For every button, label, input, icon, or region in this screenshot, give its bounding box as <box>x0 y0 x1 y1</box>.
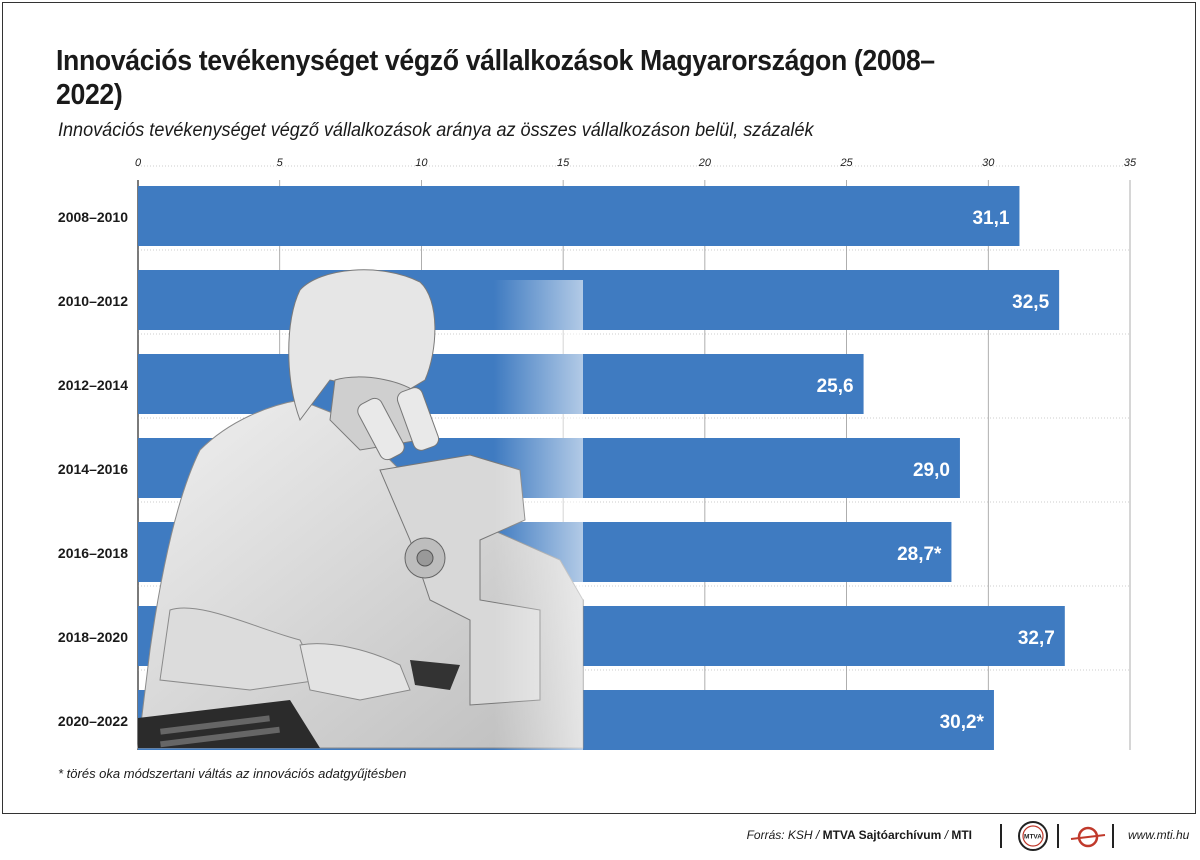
svg-text:MTVA: MTVA <box>1024 834 1042 841</box>
chart-frame <box>2 2 1196 814</box>
x-tick-label: 25 <box>839 157 853 169</box>
bar-value-label: 29,0 <box>913 460 950 481</box>
chart-subtitle: Innovációs tevékenységet végző vállalkoz… <box>58 120 814 141</box>
bar-value-label: 32,7 <box>1018 628 1055 649</box>
footer-divider <box>1057 824 1059 848</box>
mti-logo <box>1070 826 1106 848</box>
x-tick-label: 5 <box>277 157 284 169</box>
x-tick-label: 20 <box>698 157 712 169</box>
mtva-logo: MTVA <box>1018 821 1048 851</box>
category-label: 2016–2018 <box>58 545 128 561</box>
x-tick-label: 35 <box>1124 157 1137 169</box>
footer-divider <box>1112 824 1114 848</box>
bar-value-label: 30,2* <box>940 712 985 733</box>
category-label: 2010–2012 <box>58 293 128 309</box>
footnote: * törés oka módszertani váltás az innová… <box>58 766 407 781</box>
category-label: 2020–2022 <box>58 713 128 729</box>
category-label: 2012–2014 <box>58 377 128 393</box>
footer-divider <box>1000 824 1002 848</box>
source-mti: MTI <box>951 828 972 842</box>
footer: Forrás: KSH / MTVA Sajtóarchívum / MTI M… <box>0 818 1200 858</box>
website-url: www.mti.hu <box>1128 828 1190 842</box>
x-tick-label: 15 <box>557 157 570 169</box>
bar-value-label: 32,5 <box>1012 292 1049 313</box>
x-tick-label: 30 <box>982 157 995 169</box>
chart-title: Innovációs tevékenységet végző vállalkoz… <box>56 45 935 111</box>
bar <box>138 186 1020 246</box>
category-label: 2018–2020 <box>58 629 128 645</box>
source-archive: MTVA Sajtóarchívum <box>822 828 942 842</box>
bar-value-label: 25,6 <box>817 376 854 397</box>
source-separator: / <box>944 828 948 842</box>
bar-value-label: 31,1 <box>972 208 1009 229</box>
x-tick-label: 10 <box>415 157 428 169</box>
category-label: 2008–2010 <box>58 209 128 225</box>
category-label: 2014–2016 <box>58 461 128 477</box>
source-prefix: Forrás: KSH / <box>746 828 820 842</box>
bar-value-label: 28,7* <box>897 544 942 565</box>
x-tick-label: 0 <box>135 157 142 169</box>
source-credit: Forrás: KSH / MTVA Sajtóarchívum / MTI <box>747 828 972 842</box>
scientist-microscope-illustration <box>137 269 584 750</box>
